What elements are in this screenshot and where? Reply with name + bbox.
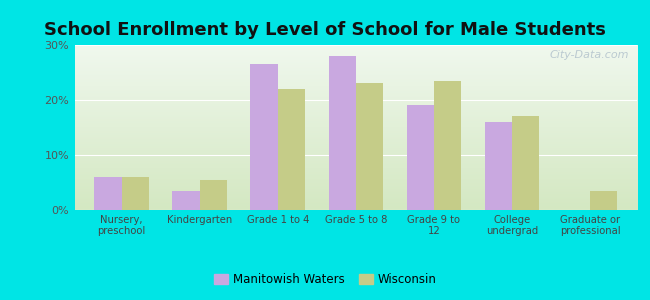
Bar <box>94 177 122 210</box>
Bar <box>122 177 149 210</box>
Bar <box>590 191 618 210</box>
Bar <box>278 89 305 210</box>
Text: School Enrollment by Level of School for Male Students: School Enrollment by Level of School for… <box>44 21 606 39</box>
Bar <box>512 116 540 210</box>
Text: City-Data.com: City-Data.com <box>549 50 629 60</box>
Bar <box>200 180 227 210</box>
Bar <box>172 191 200 210</box>
Bar <box>250 64 278 210</box>
Bar <box>434 81 462 210</box>
Bar <box>485 122 512 210</box>
Legend: Manitowish Waters, Wisconsin: Manitowish Waters, Wisconsin <box>209 269 441 291</box>
Bar <box>328 56 356 210</box>
Bar <box>407 106 434 210</box>
Bar <box>356 83 384 210</box>
